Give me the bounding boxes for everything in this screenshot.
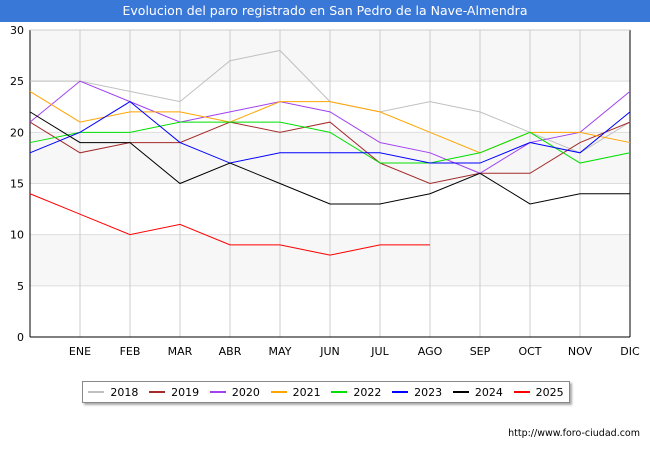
legend-swatch — [209, 391, 226, 393]
legend-label: 2025 — [535, 385, 564, 399]
legend-swatch — [452, 391, 469, 393]
y-tick-label: 15 — [10, 178, 24, 191]
x-tick-label: DIC — [620, 345, 640, 358]
legend-swatch — [270, 391, 287, 393]
y-tick-label: 5 — [17, 280, 24, 293]
y-tick-label: 0 — [17, 331, 24, 344]
legend-label: 2018 — [110, 385, 139, 399]
chart-title: Evolucion del paro registrado en San Ped… — [0, 0, 650, 22]
x-tick-label: ABR — [219, 345, 242, 358]
legend-label: 2023 — [414, 385, 443, 399]
legend-item-2025: 2025 — [513, 385, 564, 399]
y-tick-label: 30 — [10, 24, 24, 37]
y-tick-label: 20 — [10, 126, 24, 139]
x-tick-label: JUN — [319, 345, 340, 358]
source-url: http://www.foro-ciudad.com — [508, 428, 640, 439]
legend-swatch — [392, 391, 409, 393]
legend-item-2023: 2023 — [392, 386, 442, 399]
y-tick-label: 25 — [10, 75, 24, 88]
x-tick-label: ENE — [69, 345, 91, 358]
x-tick-label: OCT — [518, 345, 541, 358]
legend-label: 2022 — [353, 385, 382, 399]
x-tick-label: AGO — [418, 345, 443, 358]
series-line-2024 — [29, 111, 630, 205]
legend-label: 2019 — [171, 385, 200, 399]
legend-swatch — [149, 391, 166, 393]
y-tick-label: 10 — [10, 229, 24, 242]
x-tick-label: NOV — [568, 345, 593, 358]
legend-item-2022: 2022 — [331, 386, 381, 399]
legend-item-2024: 2024 — [452, 385, 503, 399]
series-line-2022 — [29, 121, 631, 164]
legend-swatch — [513, 391, 530, 393]
series-line-2025 — [29, 193, 430, 256]
legend-swatch — [88, 391, 105, 393]
legend: 2018 2019 2020 2021 2022 2023 2024 2025 — [82, 381, 570, 403]
x-tick-label: SEP — [470, 345, 491, 358]
x-tick-label: MAY — [269, 345, 292, 358]
legend-swatch — [331, 391, 348, 393]
x-tick-label: FEB — [120, 345, 141, 358]
legend-label: 2021 — [292, 385, 321, 399]
legend-item-2020: 2020 — [209, 385, 260, 399]
legend-label: 2024 — [474, 385, 503, 399]
legend-item-2021: 2021 — [270, 385, 321, 399]
x-tick-label: MAR — [168, 345, 193, 358]
legend-label: 2020 — [231, 385, 260, 399]
series-line-2023 — [29, 101, 631, 164]
legend-item-2019: 2019 — [149, 386, 199, 399]
x-tick-label: JUL — [370, 345, 389, 358]
legend-item-2018: 2018 — [88, 386, 138, 399]
